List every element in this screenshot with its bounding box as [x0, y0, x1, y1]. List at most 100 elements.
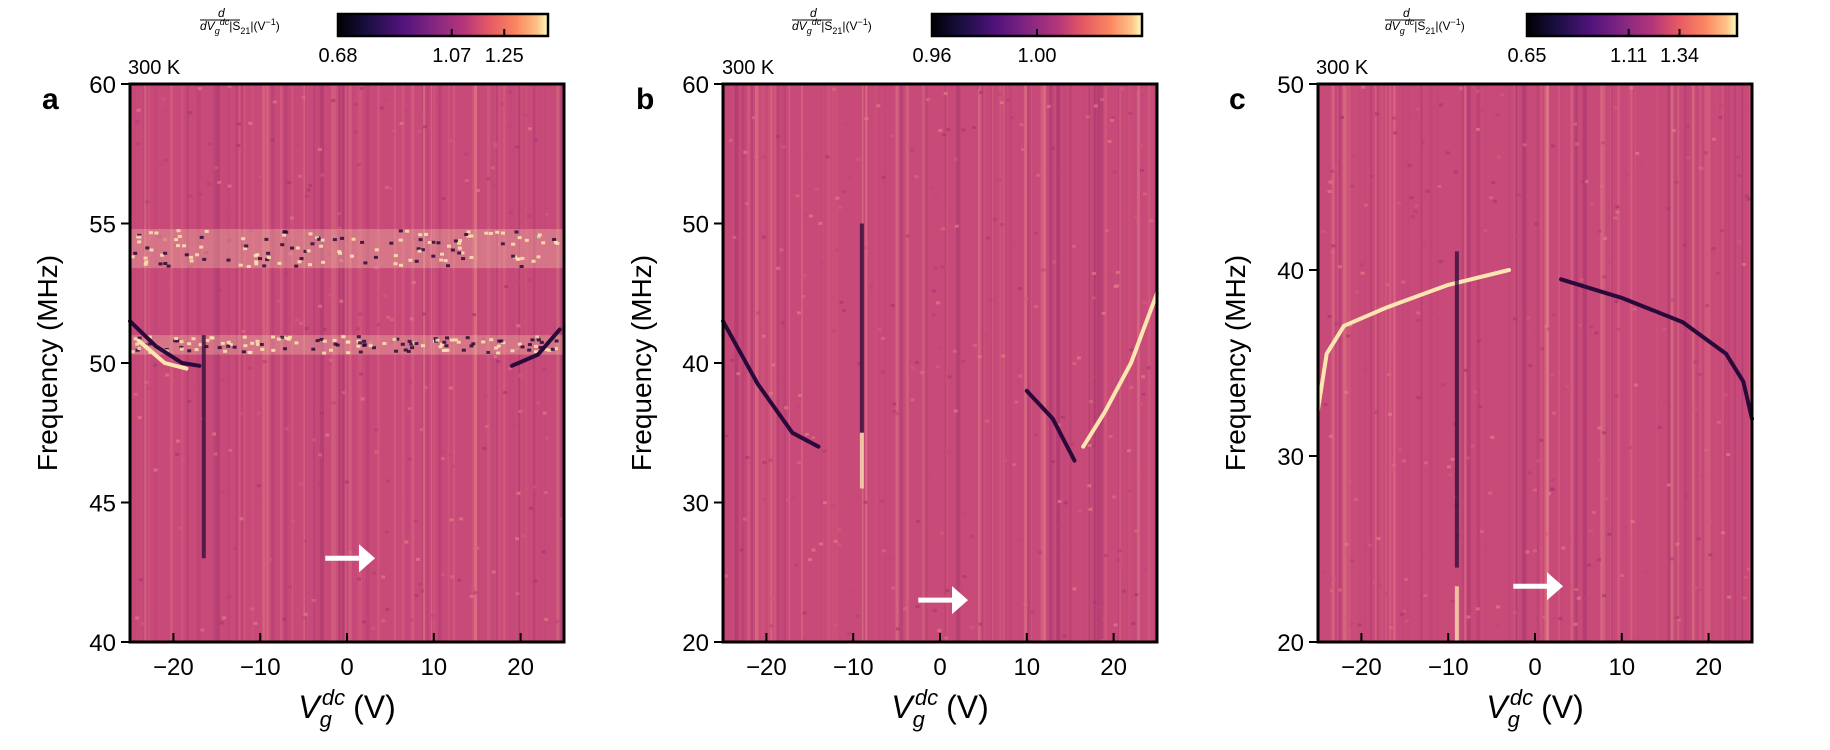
band-speckle — [282, 233, 287, 237]
heatmap-speckle — [762, 460, 767, 464]
heatmap-speckle — [392, 129, 397, 133]
band-speckle — [407, 339, 412, 343]
heatmap-stripe — [905, 84, 909, 642]
heatmap-speckle — [1550, 144, 1555, 148]
heatmap-speckle — [320, 173, 325, 177]
heatmap-speckle — [523, 113, 528, 117]
heatmap-speckle — [399, 122, 404, 125]
heatmap-stripe — [1354, 84, 1357, 642]
heatmap-speckle — [831, 87, 836, 91]
heatmap-stripe — [1669, 84, 1674, 642]
bright-band — [130, 335, 564, 355]
heatmap-speckle — [1453, 170, 1458, 174]
heatmap-speckle — [1598, 457, 1603, 461]
heatmap-speckle — [1092, 271, 1096, 275]
heatmap-speckle — [920, 370, 925, 374]
heatmap-speckle — [1143, 192, 1147, 196]
heatmap-stripe — [767, 84, 772, 642]
heatmap-speckle — [491, 570, 496, 574]
heatmap-stripe — [1571, 84, 1574, 642]
heatmap-speckle — [1092, 601, 1097, 604]
heatmap-speckle — [1108, 273, 1113, 277]
y-tick-label: 60 — [682, 72, 709, 99]
band-speckle — [266, 256, 271, 260]
heatmap-speckle — [1093, 104, 1098, 108]
heatmap-speckle — [1138, 402, 1143, 406]
heatmap-speckle — [1601, 141, 1606, 145]
heatmap-speckle — [416, 557, 420, 561]
heatmap-speckle — [284, 271, 289, 275]
heatmap-stripe — [225, 84, 229, 642]
heatmap-stripe — [984, 84, 986, 642]
heatmap-stripe — [1049, 84, 1052, 642]
heatmap-speckle — [1483, 550, 1488, 554]
heatmap-speckle — [371, 626, 376, 630]
heatmap-speckle — [1374, 112, 1379, 116]
band-speckle — [182, 244, 187, 248]
band-speckle — [238, 263, 243, 267]
heatmap-speckle — [1141, 93, 1146, 97]
heatmap-stripe — [411, 84, 415, 642]
heatmap-stripe — [1004, 84, 1007, 642]
heatmap-speckle — [241, 244, 246, 247]
band-speckle — [332, 338, 337, 342]
heatmap-speckle — [1489, 196, 1494, 200]
heatmap-speckle — [1552, 411, 1557, 415]
heatmap-stripe — [992, 84, 994, 642]
heatmap-speckle — [892, 402, 897, 406]
heatmap-speckle — [1345, 312, 1350, 316]
band-speckle — [461, 257, 466, 261]
colorbar-tick-label: 0.65 — [1508, 45, 1547, 67]
heatmap-speckle — [197, 87, 202, 91]
band-speckle — [299, 257, 304, 261]
heatmap-speckle — [988, 298, 993, 302]
band-speckle — [147, 335, 152, 339]
heatmap-speckle — [1716, 271, 1721, 275]
band-speckle — [553, 347, 558, 351]
heatmap-speckle — [1579, 278, 1584, 282]
heatmap-stripe — [821, 84, 823, 642]
heatmap-speckle — [1117, 549, 1122, 553]
heatmap-speckle — [761, 235, 766, 239]
heatmap-stripe — [288, 84, 292, 642]
heatmap-stripe — [488, 84, 492, 642]
heatmap-speckle — [404, 109, 409, 113]
heatmap-stripe — [1429, 84, 1432, 642]
heatmap-speckle — [411, 281, 416, 284]
heatmap-speckle — [359, 87, 364, 90]
heatmap-speckle — [1666, 207, 1671, 211]
heatmap-speckle — [1717, 420, 1721, 424]
heatmap-speckle — [307, 234, 312, 238]
heatmap-speckle — [1513, 317, 1518, 321]
heatmap-speckle — [381, 575, 386, 579]
band-speckle — [255, 339, 260, 343]
heatmap-stripe — [826, 84, 831, 642]
band-speckle — [287, 335, 292, 339]
band-speckle — [538, 346, 543, 349]
dark-curve — [1559, 277, 1754, 421]
heatmap-speckle — [1550, 487, 1554, 491]
heatmap-speckle — [1632, 638, 1637, 642]
heatmap-speckle — [1470, 444, 1475, 448]
heatmap-speckle — [864, 117, 869, 121]
heatmap-speckle — [226, 214, 231, 217]
heatmap-speckle — [1092, 374, 1097, 378]
heatmap-speckle — [1614, 300, 1619, 303]
heatmap-speckle — [1030, 610, 1035, 614]
heatmap-stripe — [921, 84, 926, 642]
heatmap-speckle — [926, 98, 930, 102]
heatmap-stripe — [341, 84, 345, 642]
bright-curve — [1081, 291, 1159, 449]
band-speckle — [286, 337, 291, 341]
heatmap-speckle — [159, 162, 164, 166]
heatmap-speckle — [1139, 169, 1144, 172]
heatmap-stripe — [993, 84, 996, 642]
heatmap-speckle — [1495, 623, 1500, 627]
band-speckle — [439, 342, 444, 346]
heatmap-speckle — [342, 391, 347, 395]
band-speckle — [442, 340, 447, 344]
heatmap-speckle — [1094, 450, 1099, 453]
y-axis-label: Frequency (MHz) — [32, 255, 63, 471]
band-speckle — [241, 350, 246, 354]
band-speckle — [130, 350, 135, 354]
